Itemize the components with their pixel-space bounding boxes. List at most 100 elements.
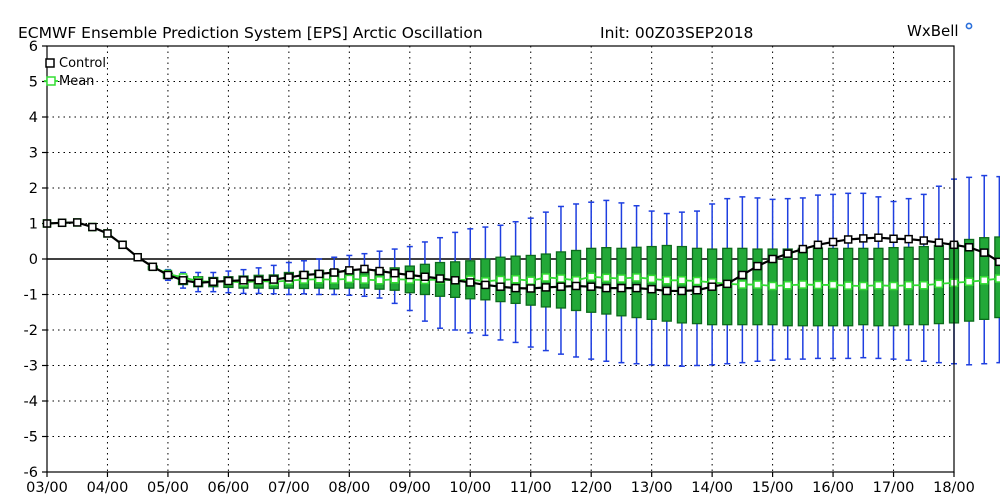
mean-point [692, 276, 702, 286]
mean-point [647, 274, 656, 284]
control-point [995, 257, 1000, 267]
mean-point [662, 276, 672, 285]
control-point [738, 270, 747, 280]
control-point [798, 244, 808, 254]
x-tick-label: 17/00 [873, 480, 915, 496]
control-point [753, 261, 762, 271]
mean-point [813, 280, 823, 290]
control-point [375, 266, 384, 276]
control-point [874, 233, 883, 242]
y-tick-label: 0 [29, 252, 38, 268]
mean-point [859, 281, 868, 291]
mean-point [511, 274, 520, 284]
x-tick-label: 16/00 [812, 480, 854, 496]
x-tick-label: 18/00 [933, 480, 975, 496]
control-point [496, 282, 505, 291]
control-point [420, 272, 430, 281]
control-point [178, 276, 188, 285]
mean-point [375, 276, 384, 285]
control-point [284, 273, 294, 282]
x-axis-ticks: 03/00 04/00 05/00 06/00 07/00 08/00 09/00 10/00… [26, 472, 975, 496]
mean-point [768, 281, 777, 291]
y-tick-label: -5 [24, 430, 38, 446]
mean-point [541, 273, 551, 282]
control-point [979, 248, 989, 257]
control-point [224, 276, 233, 286]
y-tick-label: 6 [29, 39, 38, 55]
control-point [148, 262, 158, 272]
legend-mean-label: Mean [59, 74, 94, 89]
x-tick-label: 09/00 [389, 480, 431, 496]
mean-point [995, 274, 1000, 283]
x-tick-label: 13/00 [631, 480, 673, 496]
mean-point [345, 274, 354, 284]
mean-point [979, 276, 989, 285]
mean-point [828, 280, 838, 290]
mean-point [783, 281, 792, 290]
control-point [209, 277, 218, 286]
mean-point [360, 275, 369, 284]
wxbell-logo: WxBell [907, 22, 973, 40]
x-tick-label: 08/00 [328, 480, 370, 496]
mean-point [602, 273, 611, 283]
control-point [103, 229, 112, 238]
plot-frame [46, 45, 955, 473]
y-axis-ticks: -6 -5 -4 -3 -2 -1 0 1 2 3 4 5 6 [24, 39, 47, 481]
ensemble-box [676, 245, 688, 324]
mean-point [843, 281, 853, 290]
y-tick-label: -3 [24, 359, 38, 375]
mean-point [677, 276, 687, 285]
mean-point [964, 277, 974, 286]
mean-point [934, 279, 944, 289]
control-point [859, 234, 868, 243]
control-series [42, 218, 1000, 296]
x-tick-label: 07/00 [268, 480, 310, 496]
control-point [934, 238, 944, 247]
control-point [783, 249, 792, 258]
control-point [57, 218, 67, 228]
x-tick-label: 12/00 [570, 480, 612, 496]
control-point [813, 240, 823, 250]
y-tick-label: -2 [24, 323, 38, 339]
control-point [889, 234, 898, 244]
control-point [526, 284, 535, 293]
legend-control-label: Control [59, 56, 106, 71]
control-point [511, 283, 520, 293]
x-tick-label: 11/00 [510, 480, 552, 496]
control-point [345, 266, 354, 275]
control-point [632, 283, 641, 293]
mean-point [904, 281, 913, 290]
control-point [72, 218, 82, 227]
ensemble-box [631, 246, 642, 319]
y-tick-label: -6 [24, 465, 38, 481]
control-point [768, 254, 777, 264]
mean-point [919, 281, 929, 290]
x-tick-label: 04/00 [87, 480, 129, 496]
x-tick-label: 14/00 [691, 480, 733, 496]
control-point [677, 286, 687, 296]
control-point [133, 252, 142, 262]
control-point [707, 282, 717, 291]
control-point [481, 280, 490, 290]
control-point [843, 235, 853, 244]
mean-point [586, 272, 596, 281]
control-point [662, 286, 672, 296]
control-point [163, 270, 173, 280]
control-point [723, 279, 732, 289]
mean-point [526, 276, 535, 285]
x-tick-label: 10/00 [449, 480, 491, 496]
control-point [269, 275, 278, 284]
y-tick-label: 5 [29, 75, 38, 91]
control-point [466, 278, 475, 287]
control-point [390, 268, 399, 278]
mean-point [889, 281, 898, 291]
y-tick-label: -4 [24, 394, 38, 410]
mean-point [798, 280, 808, 289]
mean-point [874, 281, 883, 290]
control-point [88, 222, 97, 232]
legend: Control Mean [44, 56, 106, 89]
mean-point [753, 280, 762, 289]
control-point [435, 274, 445, 283]
control-point [314, 269, 324, 279]
